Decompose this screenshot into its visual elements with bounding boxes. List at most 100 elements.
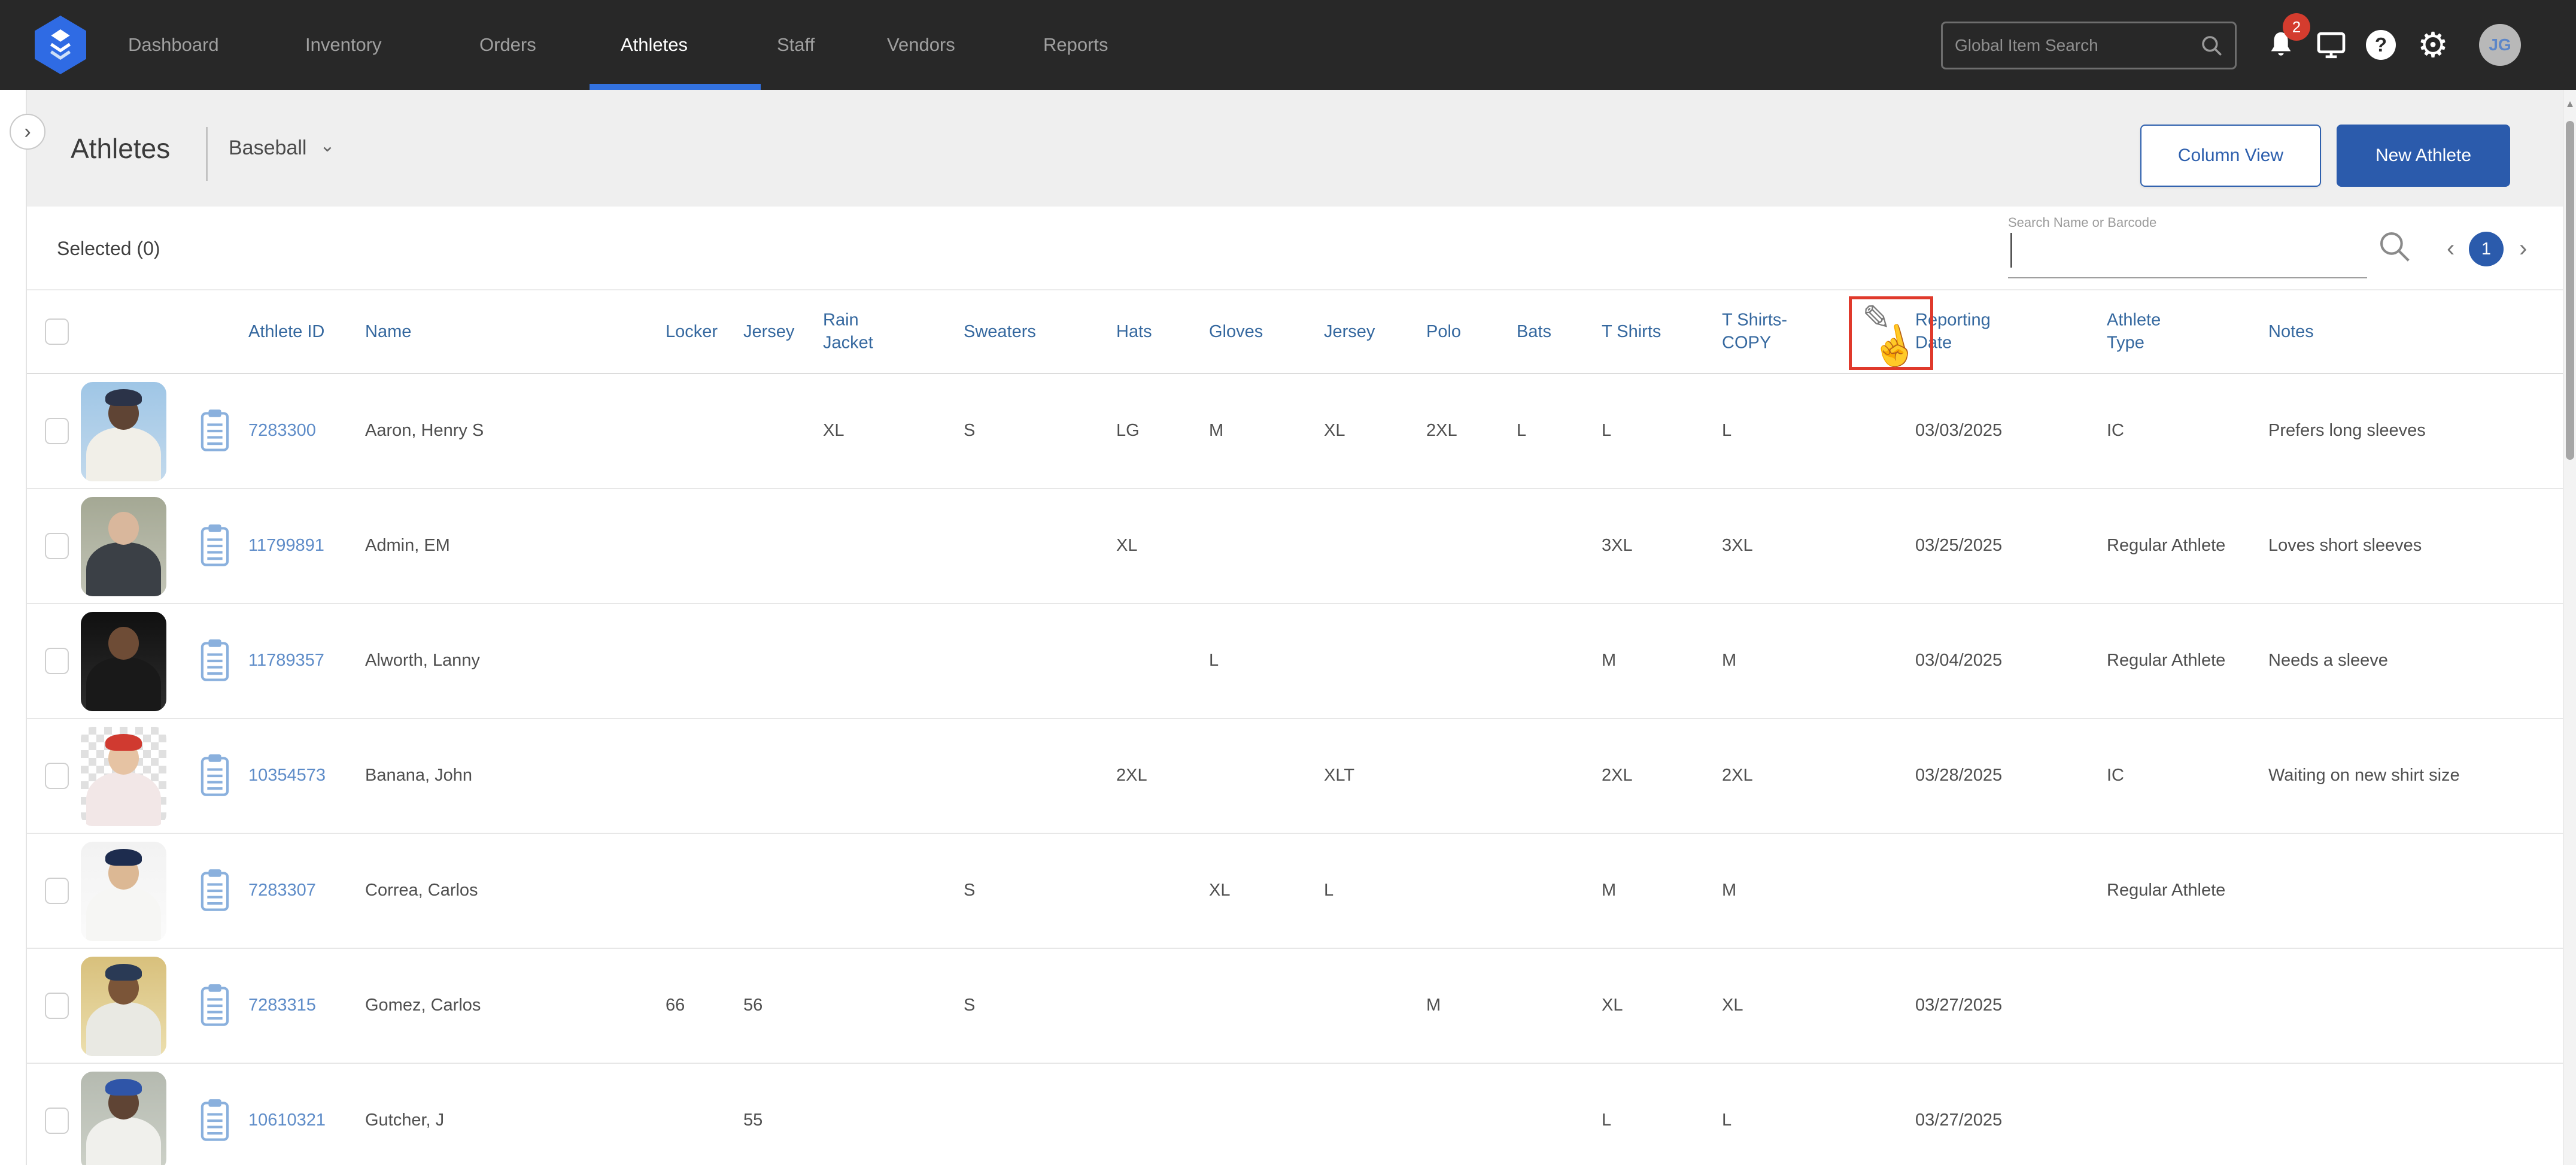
athlete-photo[interactable] (81, 612, 166, 711)
nav-item-vendors[interactable]: Vendors (887, 34, 955, 55)
athlete-photo[interactable] (81, 497, 166, 596)
help-button[interactable]: ? (2363, 0, 2399, 90)
select-all-checkbox[interactable] (45, 318, 69, 345)
athlete-name: Gomez, Carlos (365, 996, 481, 1015)
next-page-button[interactable]: › (2519, 235, 2528, 262)
column-header-hats[interactable]: Hats (1116, 321, 1152, 341)
athlete-id-link[interactable]: 10610321 (248, 1111, 326, 1130)
select-row-checkbox[interactable] (45, 763, 69, 789)
athlete-name: Alworth, Lanny (365, 651, 480, 671)
select-row-checkbox[interactable] (45, 648, 69, 674)
column-header-locker[interactable]: Locker (666, 321, 718, 341)
sweaters-size: S (964, 996, 976, 1015)
column-header-t-shirts[interactable]: T Shirts (1602, 321, 1661, 341)
sidebar-expand-button[interactable]: › (10, 114, 45, 150)
clipboard-icon[interactable] (198, 753, 232, 799)
column-header-name[interactable]: Name (365, 321, 412, 341)
t-shirts-size: M (1602, 881, 1617, 900)
bats-size: L (1517, 421, 1527, 441)
clipboard-icon[interactable] (198, 1098, 232, 1143)
athlete-type: IC (2107, 766, 2124, 785)
athlete-id-link[interactable]: 10354573 (248, 766, 326, 785)
athlete-id-link[interactable]: 11789357 (248, 651, 324, 671)
select-row-checkbox[interactable] (45, 418, 69, 444)
athlete-id-link[interactable]: 11799891 (248, 536, 324, 556)
cap-shape (105, 389, 142, 406)
vertical-scrollbar[interactable]: ▲ (2563, 90, 2576, 1165)
torso-shape (86, 1002, 162, 1056)
t-shirts-copy-size: L (1722, 1111, 1732, 1130)
column-header-bats[interactable]: Bats (1517, 321, 1552, 341)
head-shape (108, 511, 139, 545)
column-header-athlete-id[interactable]: Athlete ID (248, 321, 325, 341)
t-shirts-copy-size: M (1722, 881, 1737, 900)
table-header-row: Athlete ID Name Locker Jersey Rain Jacke… (27, 290, 2563, 374)
athlete-photo[interactable] (81, 1072, 166, 1165)
column-header-polo[interactable]: Polo (1426, 321, 1462, 341)
clipboard-icon[interactable] (198, 868, 232, 914)
chevron-right-icon: › (24, 120, 31, 143)
collapsed-sidebar-rail (0, 90, 27, 1165)
column-view-button[interactable]: Column View (2140, 125, 2321, 187)
torso-shape (86, 542, 162, 596)
app-logo-icon[interactable] (35, 16, 86, 74)
search-icon[interactable] (2199, 33, 2224, 58)
cap-shape (105, 963, 142, 981)
gloves-size: XL (1209, 881, 1231, 900)
hats-size: XL (1116, 536, 1138, 556)
table-search-icon[interactable] (2376, 228, 2413, 265)
nav-item-inventory[interactable]: Inventory (305, 34, 382, 55)
clipboard-icon[interactable] (198, 523, 232, 569)
athlete-photo[interactable] (81, 727, 166, 826)
table-search-input[interactable] (2008, 232, 2343, 268)
nav-item-reports[interactable]: Reports (1043, 34, 1108, 55)
athlete-type: Regular Athlete (2107, 536, 2226, 556)
scrollbar-thumb[interactable] (2566, 121, 2574, 460)
user-avatar[interactable]: JG (2479, 24, 2521, 66)
select-row-checkbox[interactable] (45, 993, 69, 1019)
current-page-badge[interactable]: 1 (2469, 232, 2504, 266)
notifications-button[interactable]: 2 (2260, 0, 2310, 90)
athlete-photo[interactable] (81, 842, 166, 941)
scrollbar-up-arrow-icon[interactable]: ▲ (2565, 98, 2575, 110)
global-search-input[interactable] (1943, 36, 2199, 55)
column-header-rain-jacket[interactable]: Rain Jacket (823, 310, 873, 353)
table-rows: 7283300 Aaron, Henry S XL S LG M XL 2XL … (27, 374, 2563, 1165)
reporting-date: 03/03/2025 (1915, 421, 2003, 441)
t-shirts-size: L (1602, 1111, 1612, 1130)
column-header-jersey-2[interactable]: Jersey (1324, 321, 1375, 341)
athlete-photo[interactable] (81, 382, 166, 481)
column-header-t-shirts-copy[interactable]: T Shirts-COPY (1722, 310, 1788, 353)
display-mode-button[interactable] (2311, 0, 2351, 90)
polo-size: 2XL (1426, 421, 1457, 441)
jersey-value: 55 (743, 1111, 763, 1130)
nav-item-dashboard[interactable]: Dashboard (128, 34, 219, 55)
select-row-checkbox[interactable] (45, 878, 69, 904)
sport-dropdown[interactable]: Baseball ⌄ (229, 90, 335, 207)
column-header-gloves[interactable]: Gloves (1209, 321, 1263, 341)
clipboard-icon[interactable] (198, 408, 232, 454)
select-row-checkbox[interactable] (45, 533, 69, 559)
column-header-athlete-type[interactable]: Athlete Type (2107, 310, 2161, 353)
athlete-id-link[interactable]: 7283315 (248, 996, 316, 1015)
title-divider (206, 127, 208, 181)
select-row-checkbox[interactable] (45, 1108, 69, 1134)
athletes-table-card: Selected (0) Search Name or Barcode ‹ 1 … (27, 207, 2563, 1165)
column-header-notes[interactable]: Notes (2268, 321, 2314, 341)
clipboard-icon[interactable] (198, 638, 232, 684)
athlete-id-link[interactable]: 7283307 (248, 881, 316, 900)
nav-item-staff[interactable]: Staff (777, 34, 815, 55)
athlete-id-link[interactable]: 7283300 (248, 421, 316, 441)
clipboard-icon[interactable] (198, 983, 232, 1029)
nav-item-athletes[interactable]: Athletes (621, 34, 688, 55)
column-header-sweaters[interactable]: Sweaters (964, 321, 1036, 341)
previous-page-button[interactable]: ‹ (2447, 235, 2455, 262)
edit-pencil-icon[interactable]: ✎ (1862, 299, 1891, 338)
new-athlete-button[interactable]: New Athlete (2337, 125, 2510, 187)
column-header-jersey[interactable]: Jersey (743, 321, 795, 341)
column-header-reporting-date[interactable]: Reporting Date (1915, 310, 1991, 353)
settings-button[interactable]: ⚙ (2412, 0, 2454, 90)
nav-item-orders[interactable]: Orders (479, 34, 536, 55)
t-shirts-copy-size: M (1722, 651, 1737, 671)
athlete-photo[interactable] (81, 957, 166, 1056)
